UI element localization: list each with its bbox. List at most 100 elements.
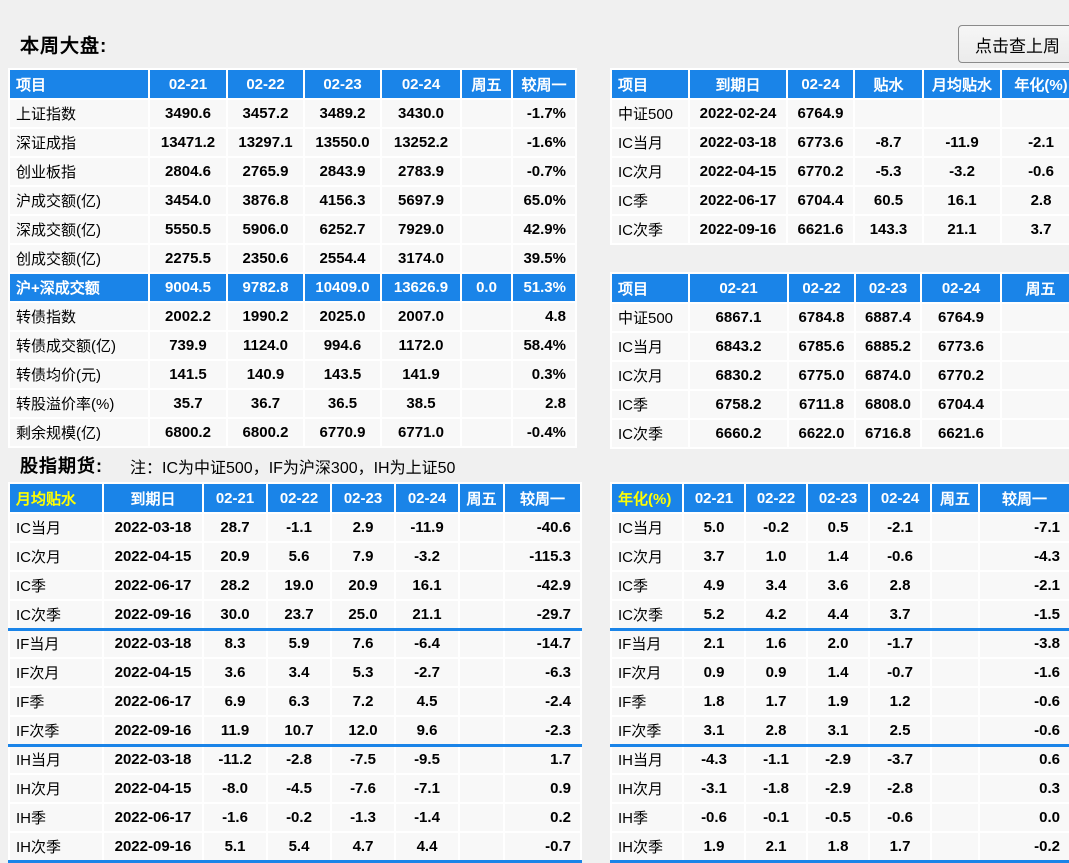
cell-value: 143.5 bbox=[303, 359, 382, 390]
row-label: IF当月 bbox=[8, 628, 104, 659]
cell-value: 1172.0 bbox=[380, 330, 462, 361]
cell-value bbox=[460, 98, 513, 129]
cell-value: 10409.0 bbox=[303, 272, 382, 303]
column-header: 02-23 bbox=[854, 272, 922, 304]
row-label: IC季 bbox=[610, 389, 690, 420]
cell-value: 2.8 bbox=[744, 715, 808, 747]
row-label: IH当月 bbox=[610, 744, 684, 775]
cell-value: -2.9 bbox=[806, 773, 870, 804]
cell-value: 6621.6 bbox=[920, 418, 1002, 449]
cell-value: 739.9 bbox=[148, 330, 228, 361]
row-label: IF当月 bbox=[610, 628, 684, 659]
cell-value: 6704.4 bbox=[786, 185, 855, 216]
cell-value: 6885.2 bbox=[854, 331, 922, 362]
table-row: IC季 2022-06-17 28.2 19.0 20.9 16.1 -42.9 bbox=[8, 570, 582, 601]
cell-value bbox=[930, 744, 980, 775]
table-row: IC当月 5.0 -0.2 0.5 -2.1 -7.1 bbox=[610, 512, 1069, 543]
cell-value: -11.9 bbox=[922, 127, 1002, 158]
cell-value bbox=[853, 98, 924, 129]
cell-value bbox=[460, 185, 513, 216]
cell-value: 21.1 bbox=[394, 599, 460, 631]
cell-value: 28.7 bbox=[202, 512, 268, 543]
cell-value: 51.3% bbox=[511, 272, 577, 303]
table-row: IF次季 2022-09-16 11.9 10.7 12.0 9.6 -2.3 bbox=[8, 715, 582, 747]
cell-value bbox=[458, 657, 505, 688]
cell-value: 21.1 bbox=[922, 214, 1002, 245]
cell-value: 23.7 bbox=[266, 599, 332, 631]
table-row: 转债均价(元) 141.5 140.9 143.5 141.9 0.3% bbox=[8, 359, 577, 390]
cell-value: 60.5 bbox=[853, 185, 924, 216]
column-header: 月均贴水 bbox=[8, 482, 104, 514]
row-label: IC次月 bbox=[610, 360, 690, 391]
row-label: 剩余规模(亿) bbox=[8, 417, 150, 448]
cell-value: 6843.2 bbox=[688, 331, 789, 362]
table-header-row: 项目 02-21 02-22 02-23 02-24 周五 bbox=[610, 272, 1069, 304]
column-header: 项目 bbox=[8, 68, 150, 100]
cell-value: -40.6 bbox=[503, 512, 582, 543]
cell-value: 6621.6 bbox=[786, 214, 855, 245]
table-row: IF当月 2022-03-18 8.3 5.9 7.6 -6.4 -14.7 bbox=[8, 628, 582, 659]
cell-value: -2.8 bbox=[266, 744, 332, 775]
cell-value: -2.8 bbox=[868, 773, 932, 804]
cell-value: -0.7% bbox=[511, 156, 577, 187]
table-row: IC当月 2022-03-18 28.7 -1.1 2.9 -11.9 -40.6 bbox=[8, 512, 582, 543]
row-label: 中证500 bbox=[610, 302, 690, 333]
cell-value: 6773.6 bbox=[786, 127, 855, 158]
table-row: 沪+深成交额 9004.5 9782.8 10409.0 13626.9 0.0 51.3% bbox=[8, 272, 577, 303]
cell-value: -1.4 bbox=[394, 802, 460, 833]
cell-value: 3.1 bbox=[682, 715, 746, 747]
cell-value: 6622.0 bbox=[787, 418, 856, 449]
table-row: IC季 6758.2 6711.8 6808.0 6704.4 bbox=[610, 389, 1069, 420]
cell-value: 6773.6 bbox=[920, 331, 1002, 362]
row-label: IF季 bbox=[8, 686, 104, 717]
row-label: IC当月 bbox=[610, 512, 684, 543]
row-label: IC当月 bbox=[610, 331, 690, 362]
cell-value bbox=[922, 98, 1002, 129]
table-row: IC季 2022-06-17 6704.4 60.5 16.1 2.8 bbox=[610, 185, 1069, 216]
column-header: 02-23 bbox=[303, 68, 382, 100]
table-row: IH季 2022-06-17 -1.6 -0.2 -1.3 -1.4 0.2 bbox=[8, 802, 582, 833]
cell-value: 143.3 bbox=[853, 214, 924, 245]
cell-value: 0.9 bbox=[503, 773, 582, 804]
cell-value bbox=[460, 301, 513, 332]
cell-value: 3454.0 bbox=[148, 185, 228, 216]
row-label: 转债成交额(亿) bbox=[8, 330, 150, 361]
row-label: IC次季 bbox=[610, 214, 690, 245]
cell-value: -4.3 bbox=[682, 744, 746, 775]
cell-value: 2022-06-17 bbox=[688, 185, 788, 216]
cell-value: 5550.5 bbox=[148, 214, 228, 245]
cell-value: 3876.8 bbox=[226, 185, 305, 216]
cell-value: 6758.2 bbox=[688, 389, 789, 420]
cell-value bbox=[930, 628, 980, 659]
cell-value: -1.1 bbox=[266, 512, 332, 543]
cell-value: -2.7 bbox=[394, 657, 460, 688]
row-label: IF次季 bbox=[610, 715, 684, 747]
cell-value: 6800.2 bbox=[226, 417, 305, 448]
cell-value: 2022-04-15 bbox=[102, 773, 204, 804]
view-last-week-button[interactable]: 点击查上周 bbox=[958, 25, 1069, 63]
cell-value bbox=[1000, 331, 1069, 362]
cell-value: 6770.2 bbox=[786, 156, 855, 187]
cell-value: -0.6 bbox=[682, 802, 746, 833]
table-row: IH次月 2022-04-15 -8.0 -4.5 -7.6 -7.1 0.9 bbox=[8, 773, 582, 804]
cell-value: 2.8 bbox=[511, 388, 577, 419]
cell-value: -4.5 bbox=[266, 773, 332, 804]
row-label: IH季 bbox=[8, 802, 104, 833]
cell-value: -3.2 bbox=[394, 541, 460, 572]
cell-value: 2022-03-18 bbox=[102, 744, 204, 775]
cell-value: 5.0 bbox=[682, 512, 746, 543]
row-label: IH次月 bbox=[8, 773, 104, 804]
column-header: 周五 bbox=[1000, 272, 1069, 304]
row-label: IC次季 bbox=[610, 418, 690, 449]
cell-value bbox=[458, 686, 505, 717]
cell-value bbox=[930, 541, 980, 572]
cell-value: -11.2 bbox=[202, 744, 268, 775]
cell-value bbox=[460, 156, 513, 187]
table-row: IF次月 0.9 0.9 1.4 -0.7 -1.6 bbox=[610, 657, 1069, 688]
cell-value: 6830.2 bbox=[688, 360, 789, 391]
table-row: 转股溢价率(%) 35.7 36.7 36.5 38.5 2.8 bbox=[8, 388, 577, 419]
column-header: 较周一 bbox=[503, 482, 582, 514]
cell-value bbox=[458, 599, 505, 631]
row-label: IC当月 bbox=[8, 512, 104, 543]
table-row: IC当月 2022-03-18 6773.6 -8.7 -11.9 -2.1 bbox=[610, 127, 1069, 158]
